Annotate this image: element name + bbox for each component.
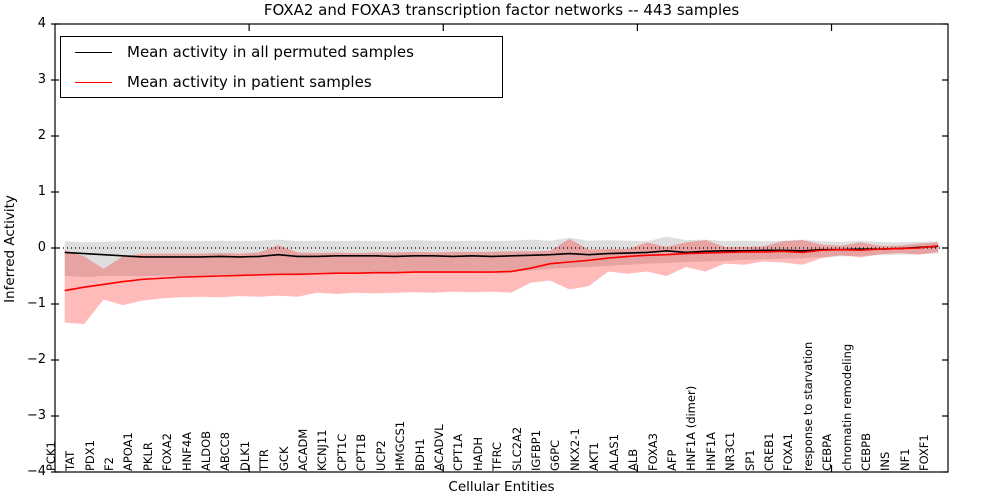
x-tick-label: UCP2 (373, 440, 388, 471)
x-tick-label: APOA1 (121, 432, 136, 471)
legend: Mean activity in all permuted samples Me… (60, 36, 503, 98)
x-tick-label: TAT (63, 450, 78, 471)
x-tick-label: ACADVL (431, 424, 446, 472)
x-tick-label: NKX2-1 (567, 428, 582, 471)
x-tick-label: IGFBP1 (529, 429, 544, 471)
x-tick-label: GCK (276, 446, 291, 471)
x-tick-label: ABCC8 (218, 432, 233, 471)
x-tick-label: TTR (257, 449, 272, 471)
x-tick-label: AFP (664, 449, 679, 471)
x-tick-label: CPT1C (334, 433, 349, 471)
x-tick-label: response to starvation (800, 341, 815, 471)
patient-band (64, 239, 939, 325)
x-tick-label: TFRC (490, 441, 505, 471)
x-tick-label: ALB (626, 448, 641, 471)
y-tick-label: 1 (37, 184, 46, 199)
legend-item-patient: Mean activity in patient samples (61, 68, 502, 96)
x-tick-label: INS (878, 451, 893, 471)
y-tick-label: 4 (37, 16, 46, 31)
x-tick-label: NF1 (897, 448, 912, 471)
y-tick-label: −2 (26, 352, 46, 367)
x-tick-label: ACADM (296, 428, 311, 471)
x-tick-label: CEBPB (859, 432, 874, 471)
permuted-band (64, 236, 939, 278)
permuted-line-sample-icon (75, 51, 112, 53)
x-tick-label: SP1 (742, 449, 757, 471)
x-tick-label: chromatin remodeling (839, 343, 854, 471)
x-tick-label: PKLR (140, 442, 155, 471)
legend-item-permuted: Mean activity in all permuted samples (61, 38, 502, 66)
x-tick-label: HNF1A (703, 431, 718, 471)
x-tick-label: HMGCS1 (393, 420, 408, 471)
patient-mean-line (64, 244, 939, 292)
y-tick-label: 2 (37, 128, 46, 143)
x-tick-label: FOXA1 (781, 433, 796, 471)
y-tick-label: 3 (37, 72, 46, 87)
legend-label-patient: Mean activity in patient samples (127, 73, 372, 91)
y-tick-label: −4 (26, 464, 46, 479)
legend-label-permuted: Mean activity in all permuted samples (127, 43, 414, 61)
x-tick-label: F2 (101, 457, 116, 471)
y-tick-label: −3 (26, 408, 46, 423)
x-tick-label: NR3C1 (723, 431, 738, 471)
x-tick-label: FOXA3 (645, 433, 660, 471)
x-tick-label: DLK1 (237, 440, 252, 471)
permuted-mean-line (64, 245, 939, 258)
x-tick-label: CPT1B (354, 433, 369, 471)
x-tick-label: HNF1A (dimer) (684, 385, 699, 471)
x-tick-label: CEBPA (820, 433, 835, 471)
x-tick-label: CPT1A (451, 433, 466, 471)
chart-title: FOXA2 and FOXA3 transcription factor net… (263, 1, 740, 19)
x-tick-label: ALDOB (199, 430, 213, 471)
y-tick-label: −1 (26, 296, 46, 311)
x-tick-label: PCK1 (43, 441, 58, 471)
x-tick-label: FOXA2 (160, 433, 175, 471)
x-tick-label: ALAS1 (606, 433, 621, 471)
x-tick-label: PDX1 (82, 440, 97, 471)
y-tick-label: 0 (37, 240, 46, 255)
x-tick-label: HNF4A (179, 431, 194, 471)
x-tick-label: BDH1 (412, 438, 427, 471)
x-axis-title: Cellular Entities (448, 479, 555, 495)
x-tick-label: SLC2A2 (509, 426, 524, 471)
patient-line-sample-icon (75, 81, 112, 83)
x-tick-label: KCNJ11 (315, 429, 330, 471)
x-tick-label: FOXF1 (917, 434, 932, 471)
x-tick-label: G6PC (548, 439, 563, 471)
x-tick-label: HADH (470, 436, 485, 471)
x-tick-label: CREB1 (761, 432, 776, 472)
x-tick-label: AKT1 (587, 442, 602, 471)
